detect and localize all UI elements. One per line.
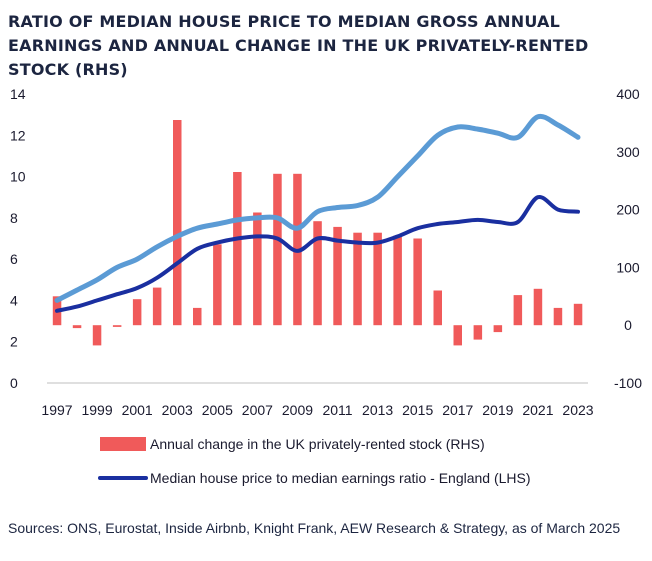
left-tick-label: 2	[10, 334, 18, 350]
bar	[513, 295, 523, 326]
left-axis-ticks: 0 2 4 6 8 10 12 14	[10, 86, 26, 391]
bar	[533, 288, 543, 326]
legend-bar-label: Annual change in the UK privately-rented…	[150, 436, 485, 452]
x-tick-label: 1999	[81, 402, 112, 418]
bar	[573, 303, 583, 326]
x-tick-label: 2017	[442, 402, 473, 418]
x-tick-label: 2003	[162, 402, 193, 418]
light-line-series	[54, 113, 581, 303]
x-tick-label: 2013	[362, 402, 393, 418]
right-axis-ticks: -100 0 100 200 300 400	[614, 86, 642, 391]
bar	[493, 325, 503, 333]
bar	[233, 172, 242, 326]
bar	[353, 232, 362, 326]
bar	[213, 244, 222, 326]
bar	[333, 226, 342, 326]
bar	[313, 221, 322, 326]
source-note: Sources: ONS, Eurostat, Inside Airbnb, K…	[8, 520, 621, 536]
right-tick-label: 0	[624, 317, 632, 333]
left-tick-label: 6	[10, 251, 18, 267]
left-tick-label: 4	[10, 292, 18, 308]
x-tick-label: 2005	[202, 402, 233, 418]
bar	[453, 325, 462, 346]
x-tick-label: 2019	[482, 402, 513, 418]
x-tick-label: 2015	[402, 402, 433, 418]
right-tick-label: 100	[616, 259, 640, 275]
left-tick-label: 8	[10, 210, 18, 226]
left-tick-label: 14	[10, 86, 26, 102]
bar	[173, 120, 182, 326]
bar	[373, 232, 382, 326]
bar-series	[52, 120, 583, 346]
left-tick-label: 0	[10, 375, 18, 391]
bar	[553, 307, 563, 326]
legend-line-label: Median house price to median earnings ra…	[150, 470, 531, 486]
chart-canvas: 0 2 4 6 8 10 12 14 -100 0 100 200 300 400 1997 1999 20…	[10, 86, 642, 486]
bar	[72, 325, 82, 329]
bar	[473, 325, 483, 340]
x-axis-ticks: 1997 1999 2001 2003 2005 2007 2009 2011 2013 2015…	[41, 402, 593, 418]
legend: Annual change in the UK privately-rented…	[98, 436, 531, 486]
chart-title: RATIO OF MEDIAN HOUSE PRICE TO MEDIAN GR…	[8, 12, 589, 79]
x-tick-label: 1997	[41, 402, 72, 418]
x-tick-label: 2023	[562, 402, 593, 418]
right-tick-label: 400	[616, 86, 640, 102]
bar	[413, 238, 422, 326]
left-tick-label: 10	[10, 169, 26, 185]
bar	[193, 307, 202, 326]
bar	[273, 173, 282, 326]
dark-line-series	[55, 195, 580, 313]
right-tick-label: -100	[614, 375, 642, 391]
bar	[393, 235, 402, 326]
bar	[253, 212, 262, 326]
left-tick-label: 12	[10, 127, 26, 143]
bar	[433, 290, 442, 326]
x-tick-label: 2007	[242, 402, 273, 418]
bar	[92, 325, 102, 346]
x-tick-label: 2011	[322, 402, 352, 418]
bar	[152, 287, 162, 326]
bar	[132, 299, 142, 326]
x-tick-label: 2009	[282, 402, 313, 418]
right-tick-label: 300	[616, 144, 640, 160]
right-tick-label: 200	[616, 202, 640, 218]
bar	[112, 325, 122, 327]
legend-bar-swatch	[100, 437, 146, 451]
x-tick-label: 2021	[522, 402, 553, 418]
x-tick-label: 2001	[122, 402, 153, 418]
